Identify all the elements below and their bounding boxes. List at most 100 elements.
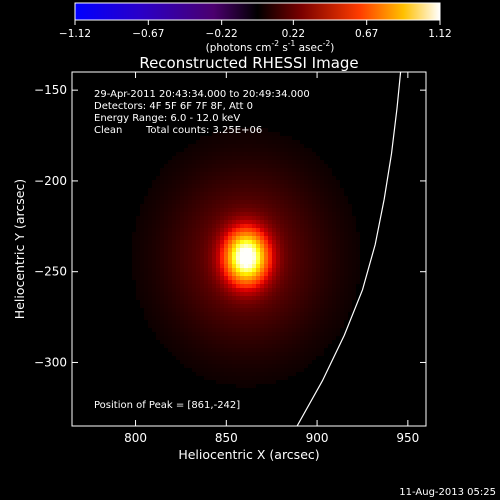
heatmap-cell [196, 180, 200, 184]
heatmap-cell [144, 268, 148, 272]
heatmap-cell [232, 188, 236, 192]
heatmap-cell [232, 176, 236, 180]
heatmap-cell [196, 304, 200, 308]
heatmap-cell [252, 288, 256, 292]
heatmap-cell [184, 344, 188, 348]
heatmap-cell [204, 152, 208, 156]
heatmap-cell [272, 320, 276, 324]
heatmap-cell [336, 244, 340, 248]
heatmap-cell [152, 272, 156, 276]
heatmap-cell [272, 180, 276, 184]
heatmap-cell [212, 136, 216, 140]
heatmap-cell [328, 204, 332, 208]
heatmap-cell [152, 252, 156, 256]
heatmap-cell [152, 268, 156, 272]
heatmap-cell [176, 208, 180, 212]
heatmap-cell [276, 296, 280, 300]
heatmap-cell [156, 240, 160, 244]
heatmap-cell [224, 368, 228, 372]
heatmap-cell [264, 208, 268, 212]
heatmap-cell [184, 300, 188, 304]
heatmap-cell [256, 364, 260, 368]
heatmap-cell [292, 152, 296, 156]
heatmap-cell [352, 232, 356, 236]
heatmap-cell [268, 276, 272, 280]
heatmap-cell [224, 272, 228, 276]
heatmap-cell [208, 140, 212, 144]
heatmap-cell [280, 168, 284, 172]
heatmap-cell [276, 236, 280, 240]
heatmap-cell [232, 260, 236, 264]
heatmap-cell [312, 320, 316, 324]
heatmap-cell [256, 160, 260, 164]
heatmap-cell [184, 252, 188, 256]
heatmap-cell [300, 156, 304, 160]
heatmap-cell [352, 276, 356, 280]
heatmap-cell [200, 272, 204, 276]
heatmap-cell [324, 288, 328, 292]
heatmap-cell [172, 196, 176, 200]
heatmap-cell [172, 248, 176, 252]
heatmap-cell [184, 316, 188, 320]
heatmap-cell [236, 148, 240, 152]
heatmap-cell [344, 212, 348, 216]
heatmap-cell [332, 276, 336, 280]
heatmap-cell [308, 280, 312, 284]
heatmap-cell [304, 180, 308, 184]
heatmap-cell [204, 304, 208, 308]
heatmap-cell [192, 196, 196, 200]
heatmap-cell [296, 204, 300, 208]
x-axis-label: Heliocentric X (arcsec) [178, 447, 319, 462]
heatmap-cell [312, 352, 316, 356]
heatmap-cell [160, 268, 164, 272]
heatmap-cell [316, 228, 320, 232]
heatmap-cell [184, 272, 188, 276]
heatmap-cell [320, 284, 324, 288]
heatmap-cell [216, 192, 220, 196]
heatmap-cell [328, 336, 332, 340]
heatmap-cell [236, 380, 240, 384]
heatmap-cell [280, 260, 284, 264]
heatmap-cell [188, 320, 192, 324]
heatmap-cell [320, 228, 324, 232]
heatmap-cell [236, 152, 240, 156]
heatmap-cell [288, 328, 292, 332]
heatmap-cell [292, 368, 296, 372]
heatmap-cell [272, 164, 276, 168]
heatmap-cell [208, 200, 212, 204]
heatmap-cell [200, 248, 204, 252]
heatmap-cell [244, 384, 248, 388]
heatmap-cell [316, 164, 320, 168]
heatmap-cell [268, 340, 272, 344]
heatmap-cell [236, 276, 240, 280]
heatmap-cell [232, 224, 236, 228]
heatmap-cell [240, 344, 244, 348]
heatmap-cell [304, 192, 308, 196]
heatmap-cell [204, 256, 208, 260]
heatmap-cell [164, 304, 168, 308]
heatmap-cell [156, 300, 160, 304]
heatmap-cell [292, 252, 296, 256]
heatmap-cell [192, 296, 196, 300]
heatmap-cell [248, 160, 252, 164]
heatmap-cell [288, 160, 292, 164]
heatmap-cell [320, 192, 324, 196]
heatmap-cell [292, 304, 296, 308]
heatmap-cell [180, 332, 184, 336]
heatmap-cell [260, 144, 264, 148]
heatmap-cell [256, 208, 260, 212]
heatmap-cell [136, 236, 140, 240]
heatmap-cell [168, 248, 172, 252]
heatmap-cell [144, 240, 148, 244]
heatmap-cell [220, 276, 224, 280]
heatmap-cell [276, 268, 280, 272]
heatmap-cell [228, 320, 232, 324]
heatmap-cell [184, 336, 188, 340]
heatmap-cell [228, 148, 232, 152]
heatmap-cell [308, 208, 312, 212]
heatmap-cell [228, 204, 232, 208]
heatmap-cell [312, 252, 316, 256]
heatmap-cell [280, 156, 284, 160]
heatmap-cell [196, 356, 200, 360]
heatmap-cell [192, 208, 196, 212]
